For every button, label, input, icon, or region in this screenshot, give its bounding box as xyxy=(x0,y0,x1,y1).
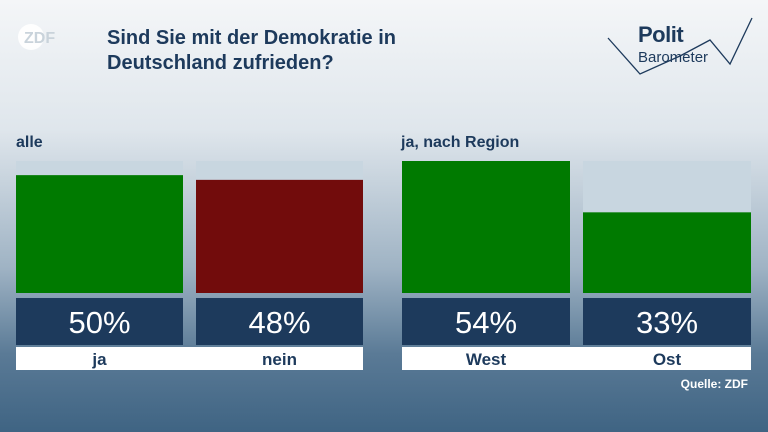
title-line-1: Sind Sie mit der Demokratie in xyxy=(107,27,396,49)
value-box-ost xyxy=(583,298,751,345)
category-label-ost: Ost xyxy=(653,350,682,369)
bar-nein xyxy=(196,179,363,293)
politbarometer-bottom-text: Barometer xyxy=(638,49,709,66)
value-label-ja: 50% xyxy=(68,305,130,340)
value-label-west: 54% xyxy=(455,305,517,340)
bar-ost xyxy=(583,212,751,293)
value-box-nein xyxy=(196,298,363,345)
value-box-west xyxy=(402,298,570,345)
group-label-alle: alle xyxy=(16,134,43,151)
chart-title: Sind Sie mit der Demokratie in Deutschla… xyxy=(107,26,527,76)
value-box-ja xyxy=(16,298,183,345)
category-strip-1 xyxy=(402,347,751,370)
source-note: Quelle: ZDF xyxy=(680,377,748,391)
politbarometer-zigzag-icon xyxy=(607,17,753,75)
category-label-nein: nein xyxy=(262,350,297,369)
category-label-west: West xyxy=(466,350,507,369)
zdf-logo: ZDF xyxy=(18,24,55,50)
bar-ja xyxy=(16,175,183,293)
politbarometer-top-text: Polit xyxy=(638,22,684,47)
category-label-ja: ja xyxy=(91,350,107,369)
group-label-region: ja, nach Region xyxy=(401,134,520,151)
title-line-2: Deutschland zufrieden? xyxy=(107,52,334,74)
bar-west xyxy=(402,161,570,293)
value-label-ost: 33% xyxy=(636,305,698,340)
politbarometer-logo: Polit Barometer xyxy=(606,16,756,80)
category-strip-0 xyxy=(16,347,363,370)
zdf-logo-text: ZDF xyxy=(24,30,55,47)
value-label-nein: 48% xyxy=(248,305,310,340)
